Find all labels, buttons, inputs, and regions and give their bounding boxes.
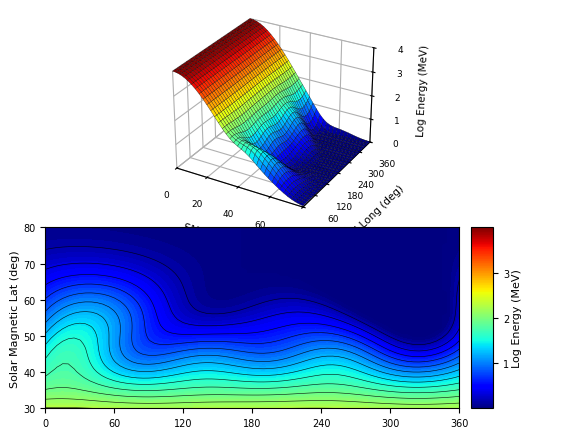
X-axis label: SM Lat (deg): SM Lat (deg) bbox=[183, 222, 248, 251]
Y-axis label: SM Long (deg): SM Long (deg) bbox=[345, 183, 406, 242]
Y-axis label: Solar Magnetic Lat (deg): Solar Magnetic Lat (deg) bbox=[10, 249, 20, 387]
Y-axis label: Log Energy (MeV): Log Energy (MeV) bbox=[512, 269, 522, 368]
